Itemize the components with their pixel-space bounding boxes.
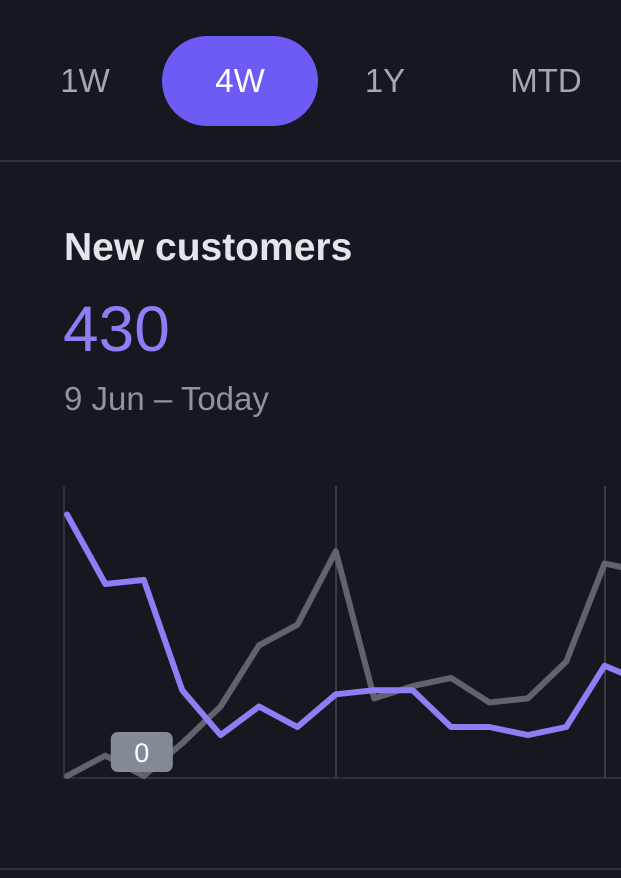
chart-grid xyxy=(63,486,621,779)
bottom-divider xyxy=(0,868,621,870)
chart-tooltip: 0 xyxy=(110,732,173,772)
tab-1y[interactable]: 1Y xyxy=(364,62,406,99)
series-current xyxy=(64,511,621,739)
tab-1w[interactable]: 1W xyxy=(60,62,110,99)
tabs-divider xyxy=(0,160,621,162)
tab-mtd[interactable]: MTD xyxy=(510,62,582,99)
tooltip-box xyxy=(110,732,173,772)
card-title: New customers xyxy=(64,226,353,269)
tab-4w[interactable]: 4W xyxy=(162,36,318,126)
series-line-current xyxy=(64,511,621,739)
date-range: 9 Jun – Today xyxy=(64,380,269,417)
metric-value: 430 xyxy=(63,293,170,365)
line-chart[interactable]: 0 xyxy=(0,470,621,800)
tooltip-label: 0 xyxy=(134,738,149,768)
period-tabs: 1W 4W 1Y MTD xyxy=(0,0,621,160)
